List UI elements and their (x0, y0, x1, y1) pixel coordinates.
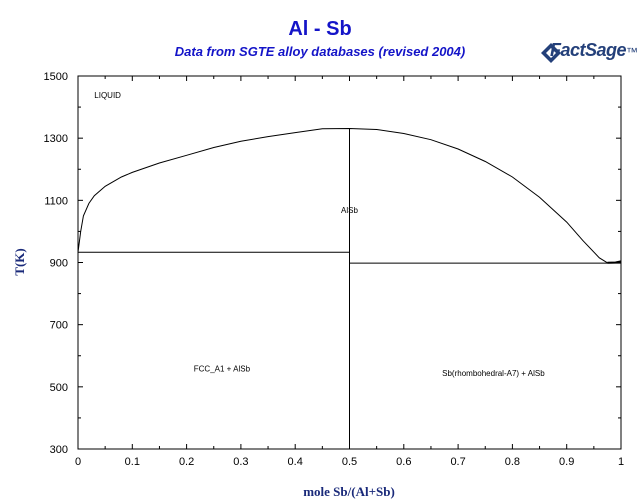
liquidus-line (77, 127, 608, 264)
x-tick-label: 0.9 (559, 456, 574, 468)
logo-wordmark: FactSage (550, 40, 627, 60)
region-labels: LIQUID AlSb FCC_A1 + AlSb Sb(rhombohedral-A… (94, 91, 545, 378)
region-label: Sb(rhombohedral-A7) + AlSb (442, 369, 545, 378)
factsage-logo-text: FactSage™ (550, 40, 638, 61)
region-label: AlSb (341, 206, 358, 215)
y-axis-title: T(K) (12, 248, 27, 275)
chart-subtitle: Data from SGTE alloy databases (revised … (174, 44, 466, 59)
y-tick-label: 300 (50, 444, 68, 456)
y-tick-label: 900 (50, 258, 68, 270)
factsage-logo-icon (541, 43, 561, 63)
x-tick-label: 0.1 (125, 456, 140, 468)
x-tick-label: 0.3 (233, 456, 248, 468)
x-tick-label: 0.4 (288, 456, 303, 468)
logo-trademark: ™ (626, 45, 638, 59)
melting-point-line (607, 260, 622, 264)
y-tick-label: 1300 (44, 133, 68, 145)
x-tick-label: 1 (618, 456, 624, 468)
region-label: LIQUID (94, 91, 121, 100)
axis-tick-labels: 0 0.1 0.2 0.3 0.4 0.5 0.6 0.7 0.8 0.9 130050070090… (44, 71, 625, 468)
region-label: FCC_A1 + AlSb (194, 364, 251, 373)
chart-title: Al - Sb (288, 18, 352, 40)
phase-boundaries (77, 127, 622, 449)
x-tick-label: 0.8 (505, 456, 520, 468)
x-tick-label: 0.5 (342, 456, 357, 468)
x-tick-label: 0.7 (450, 456, 465, 468)
y-tick-label: 1100 (44, 195, 68, 207)
y-tick-label: 500 (50, 382, 68, 394)
axis-ticks (77, 75, 622, 450)
x-axis-title: mole Sb/(Al+Sb) (303, 484, 395, 499)
y-tick-label: 1500 (44, 71, 68, 83)
x-tick-label: 0.2 (179, 456, 194, 468)
x-tick-label: 0.6 (396, 456, 411, 468)
y-tick-label: 700 (50, 320, 68, 332)
x-tick-label: 0 (75, 456, 81, 468)
